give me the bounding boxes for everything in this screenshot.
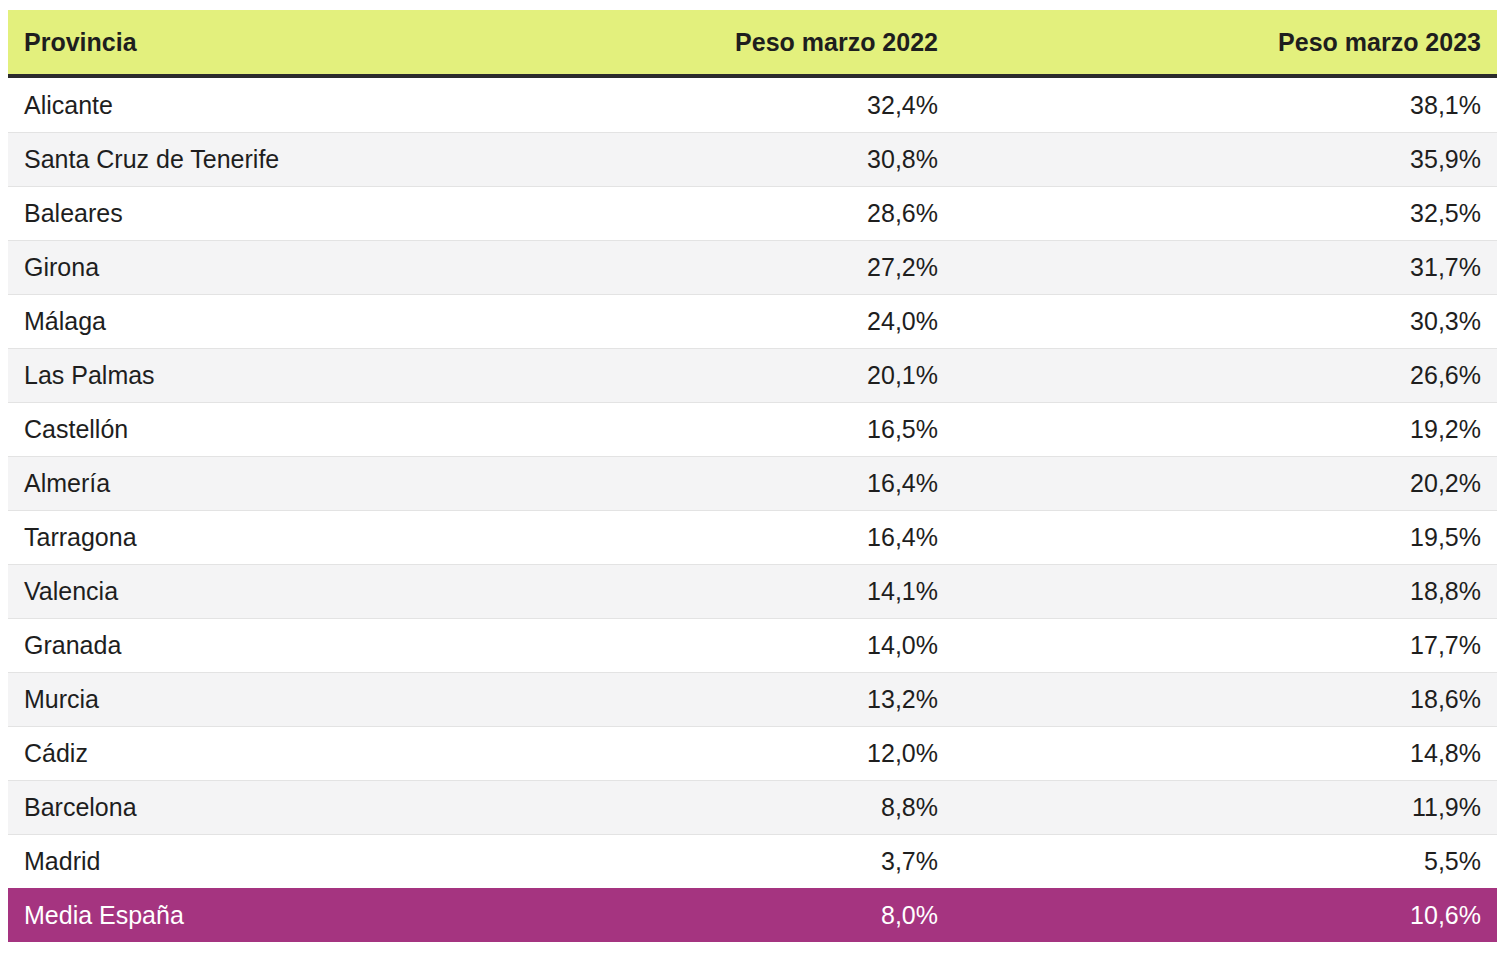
cell-provincia: Alicante: [8, 91, 483, 120]
cell-peso-2023: 38,1%: [954, 91, 1497, 120]
cell-provincia: Tarragona: [8, 523, 483, 552]
cell-provincia: Granada: [8, 631, 483, 660]
cell-peso-2022: 13,2%: [483, 685, 954, 714]
cell-peso-2023: 18,6%: [954, 685, 1497, 714]
cell-peso-2023: 32,5%: [954, 199, 1497, 228]
cell-peso-2022-total: 8,0%: [483, 901, 954, 930]
cell-peso-2023: 18,8%: [954, 577, 1497, 606]
cell-peso-2022: 8,8%: [483, 793, 954, 822]
cell-provincia: Murcia: [8, 685, 483, 714]
cell-peso-2023: 11,9%: [954, 793, 1497, 822]
table-row: Santa Cruz de Tenerife30,8%35,9%: [8, 132, 1497, 186]
table-row: Tarragona16,4%19,5%: [8, 510, 1497, 564]
cell-provincia: Madrid: [8, 847, 483, 876]
cell-provincia: Las Palmas: [8, 361, 483, 390]
table-total-row: Media España 8,0% 10,6%: [8, 888, 1497, 942]
cell-peso-2023-total: 10,6%: [954, 901, 1497, 930]
cell-provincia: Málaga: [8, 307, 483, 336]
cell-peso-2022: 27,2%: [483, 253, 954, 282]
cell-peso-2023: 19,5%: [954, 523, 1497, 552]
cell-peso-2023: 26,6%: [954, 361, 1497, 390]
cell-provincia: Castellón: [8, 415, 483, 444]
cell-peso-2022: 14,0%: [483, 631, 954, 660]
cell-provincia: Cádiz: [8, 739, 483, 768]
cell-peso-2022: 28,6%: [483, 199, 954, 228]
cell-peso-2022: 12,0%: [483, 739, 954, 768]
cell-peso-2023: 17,7%: [954, 631, 1497, 660]
cell-provincia: Valencia: [8, 577, 483, 606]
cell-peso-2022: 30,8%: [483, 145, 954, 174]
cell-peso-2023: 30,3%: [954, 307, 1497, 336]
table-body: Alicante32,4%38,1%Santa Cruz de Tenerife…: [8, 78, 1497, 888]
table-row: Murcia13,2%18,6%: [8, 672, 1497, 726]
cell-peso-2022: 3,7%: [483, 847, 954, 876]
cell-peso-2023: 14,8%: [954, 739, 1497, 768]
table-row: Castellón16,5%19,2%: [8, 402, 1497, 456]
cell-provincia: Girona: [8, 253, 483, 282]
table-row: Cádiz12,0%14,8%: [8, 726, 1497, 780]
cell-provincia: Santa Cruz de Tenerife: [8, 145, 483, 174]
table-row: Las Palmas20,1%26,6%: [8, 348, 1497, 402]
cell-peso-2022: 16,5%: [483, 415, 954, 444]
cell-provincia: Almería: [8, 469, 483, 498]
cell-peso-2022: 32,4%: [483, 91, 954, 120]
header-peso-marzo-2023: Peso marzo 2023: [954, 28, 1497, 57]
cell-peso-2022: 14,1%: [483, 577, 954, 606]
cell-peso-2022: 20,1%: [483, 361, 954, 390]
cell-peso-2023: 20,2%: [954, 469, 1497, 498]
cell-peso-2023: 31,7%: [954, 253, 1497, 282]
cell-provincia-total: Media España: [8, 901, 483, 930]
table-row: Baleares28,6%32,5%: [8, 186, 1497, 240]
table-header-row: Provincia Peso marzo 2022 Peso marzo 202…: [8, 10, 1497, 78]
cell-peso-2022: 24,0%: [483, 307, 954, 336]
table-row: Málaga24,0%30,3%: [8, 294, 1497, 348]
cell-peso-2022: 16,4%: [483, 523, 954, 552]
table-row: Barcelona8,8%11,9%: [8, 780, 1497, 834]
header-peso-marzo-2022: Peso marzo 2022: [483, 28, 954, 57]
cell-provincia: Baleares: [8, 199, 483, 228]
header-provincia: Provincia: [8, 28, 483, 57]
table-row: Girona27,2%31,7%: [8, 240, 1497, 294]
table-row: Granada14,0%17,7%: [8, 618, 1497, 672]
provinces-weight-table: Provincia Peso marzo 2022 Peso marzo 202…: [8, 10, 1497, 942]
table-row: Valencia14,1%18,8%: [8, 564, 1497, 618]
cell-peso-2023: 19,2%: [954, 415, 1497, 444]
cell-peso-2023: 35,9%: [954, 145, 1497, 174]
table-row: Alicante32,4%38,1%: [8, 78, 1497, 132]
cell-provincia: Barcelona: [8, 793, 483, 822]
table-row: Madrid3,7%5,5%: [8, 834, 1497, 888]
cell-peso-2023: 5,5%: [954, 847, 1497, 876]
cell-peso-2022: 16,4%: [483, 469, 954, 498]
table-row: Almería16,4%20,2%: [8, 456, 1497, 510]
